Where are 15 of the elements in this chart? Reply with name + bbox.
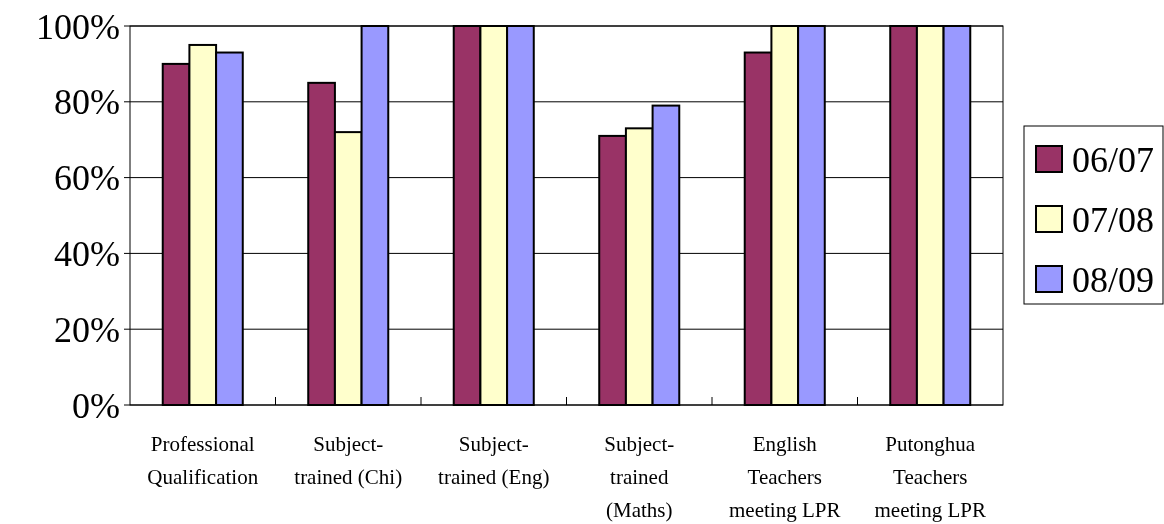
y-tick-label: 20% xyxy=(54,309,120,350)
x-tick-label: Subject-trained (Eng) xyxy=(438,432,550,489)
y-tick-label: 80% xyxy=(54,82,120,123)
y-tick-label: 0% xyxy=(72,385,120,426)
x-tick-label: Professional Qualification xyxy=(147,432,259,489)
legend-label: 08/09 xyxy=(1072,259,1155,300)
x-tick-label: Subject-trained (Chi) xyxy=(294,432,403,489)
legend-label: 07/08 xyxy=(1072,199,1155,240)
y-tick-label: 40% xyxy=(54,234,120,274)
x-tick-label: Putonghua Teachers meeting LPR xyxy=(874,432,986,522)
y-tick-label: 100% xyxy=(36,6,120,47)
x-tick-label: Subject-trained (Maths) xyxy=(604,432,675,522)
x-tick-label: English Teachers meeting LPR xyxy=(729,432,841,522)
legend-label: 06/07 xyxy=(1072,139,1155,180)
y-tick-label: 60% xyxy=(54,158,120,199)
